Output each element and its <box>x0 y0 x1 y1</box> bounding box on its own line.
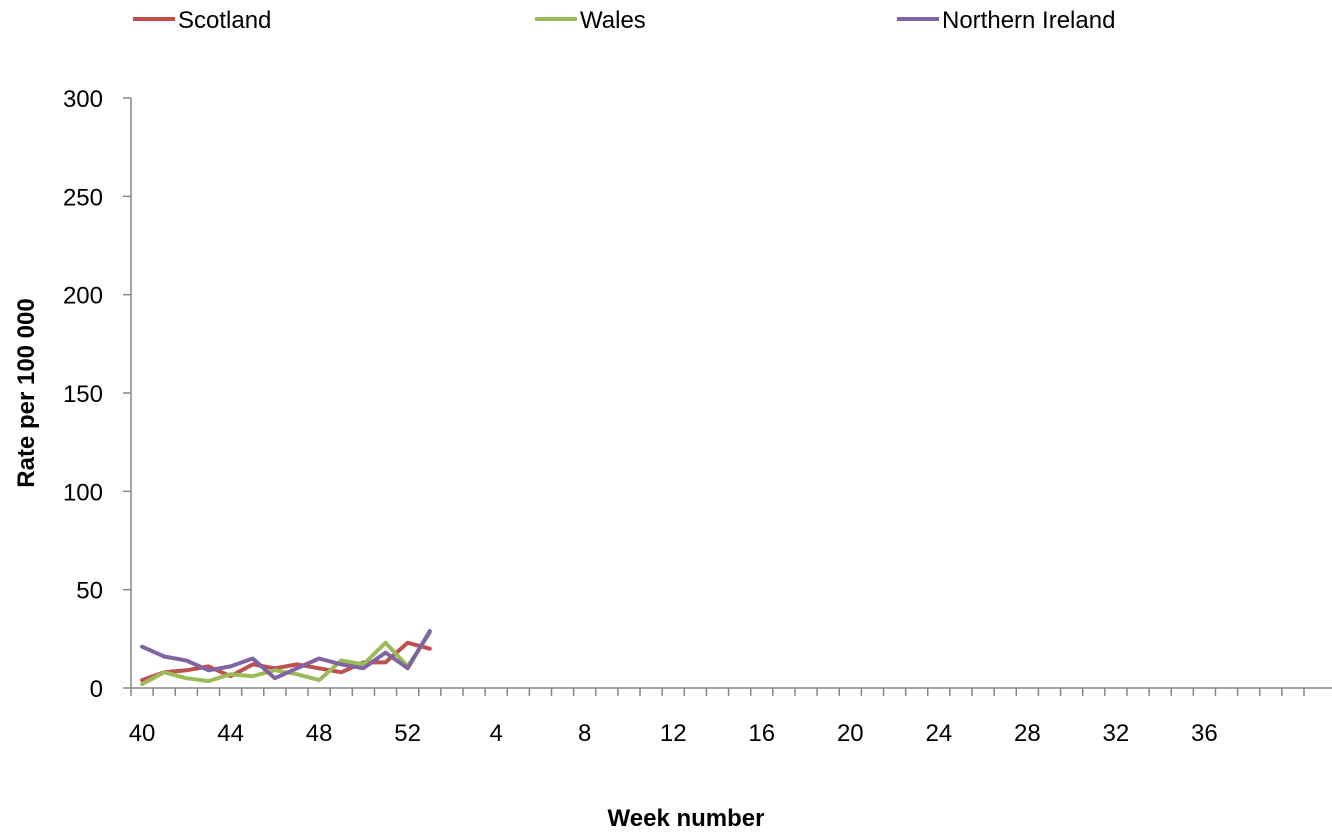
x-tick-label: 44 <box>217 720 244 747</box>
x-tick-label: 32 <box>1103 720 1130 747</box>
series-lines <box>140 629 432 687</box>
x-tick-label: 24 <box>925 720 952 747</box>
y-tick-label: 300 <box>63 86 103 113</box>
x-tick-label: 20 <box>837 720 864 747</box>
x-tick-label: 8 <box>578 720 591 747</box>
x-tick-label: 28 <box>1014 720 1041 747</box>
series-line-scotland <box>140 640 432 683</box>
x-tick-label: 48 <box>306 720 333 747</box>
legend: Scotland Wales Northern Ireland <box>133 7 1115 34</box>
x-axis-title: Week number <box>608 805 765 832</box>
legend-label-scotland: Scotland <box>178 7 271 34</box>
x-tick-label: 12 <box>660 720 687 747</box>
legend-label-wales: Wales <box>580 7 646 34</box>
y-tick-label: 150 <box>63 381 103 408</box>
x-tick-label: 16 <box>748 720 775 747</box>
y-tick-label: 50 <box>76 578 103 605</box>
series-line-northern-ireland <box>140 629 432 681</box>
y-tick-label: 100 <box>63 479 103 506</box>
y-axis-title: Rate per 100 000 <box>13 298 40 487</box>
y-axis-ticks: 0 50 100 150 200 250 300 <box>63 86 131 703</box>
legend-label-northern-ireland: Northern Ireland <box>942 7 1115 34</box>
x-tick-label: 52 <box>394 720 421 747</box>
y-tick-label: 200 <box>63 283 103 310</box>
y-tick-label: 250 <box>63 184 103 211</box>
y-tick-label: 0 <box>90 676 103 703</box>
x-tick-label: 4 <box>489 720 502 747</box>
x-tick-label: 36 <box>1191 720 1218 747</box>
x-axis-ticks: 40 44 48 52 4 8 12 16 20 24 28 32 36 <box>129 688 1305 747</box>
x-tick-label: 40 <box>129 720 156 747</box>
